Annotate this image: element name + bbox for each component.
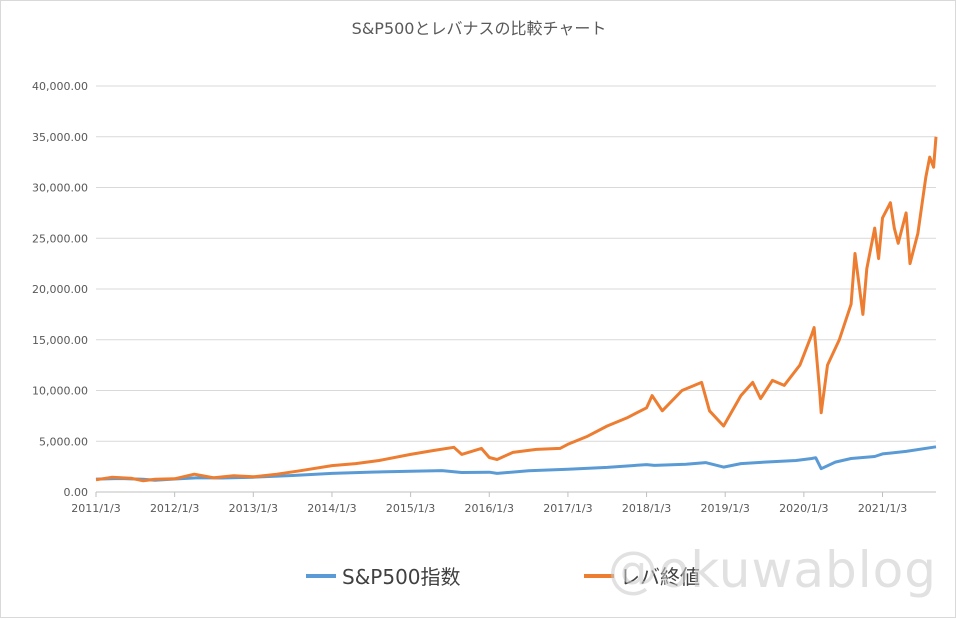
x-tick-label: 2017/1/3 bbox=[543, 502, 592, 515]
y-axis-ticks: 0.00 5,000.00 10,000.00 15,000.00 20,000.00 2… bbox=[32, 80, 88, 499]
x-tick-label: 2020/1/3 bbox=[779, 502, 828, 515]
chart-title: S&P500とレバナスの比較チャート bbox=[351, 19, 607, 38]
watermark-text: @okuwablog bbox=[607, 541, 937, 599]
x-axis-ticks: 2011/1/3 2012/1/3 2013/1/3 2014/1/3 2015/1/3… bbox=[71, 492, 907, 515]
y-tick-label: 10,000.00 bbox=[32, 385, 88, 398]
y-tick-label: 5,000.00 bbox=[39, 435, 88, 448]
x-tick-label: 2014/1/3 bbox=[307, 502, 356, 515]
y-tick-label: 0.00 bbox=[64, 486, 89, 499]
legend-label-leverage: レバ終値 bbox=[620, 565, 700, 589]
x-tick-label: 2013/1/3 bbox=[229, 502, 278, 515]
y-tick-label: 30,000.00 bbox=[32, 182, 88, 195]
y-tick-label: 20,000.00 bbox=[32, 283, 88, 296]
legend-swatch-sp500 bbox=[306, 573, 336, 578]
legend-item-sp500: S&P500指数 bbox=[306, 561, 461, 590]
y-tick-label: 35,000.00 bbox=[32, 131, 88, 144]
x-tick-label: 2011/1/3 bbox=[71, 502, 120, 515]
x-tick-label: 2019/1/3 bbox=[701, 502, 750, 515]
legend-label-sp500: S&P500指数 bbox=[342, 565, 461, 589]
legend-item-leverage: レバ終値 bbox=[584, 561, 700, 590]
series-line-leverage bbox=[95, 136, 938, 483]
legend: S&P500指数 レバ終値 bbox=[1, 561, 956, 591]
series-lines bbox=[95, 136, 938, 483]
x-tick-label: 2018/1/3 bbox=[622, 502, 671, 515]
y-tick-label: 15,000.00 bbox=[32, 334, 88, 347]
y-tick-label: 40,000.00 bbox=[32, 80, 88, 93]
x-tick-label: 2012/1/3 bbox=[150, 502, 199, 515]
x-tick-label: 2021/1/3 bbox=[858, 502, 907, 515]
y-tick-label: 25,000.00 bbox=[32, 232, 88, 245]
x-tick-label: 2015/1/3 bbox=[386, 502, 435, 515]
gridlines bbox=[96, 85, 936, 493]
x-tick-label: 2016/1/3 bbox=[465, 502, 514, 515]
legend-swatch-leverage bbox=[584, 573, 614, 578]
